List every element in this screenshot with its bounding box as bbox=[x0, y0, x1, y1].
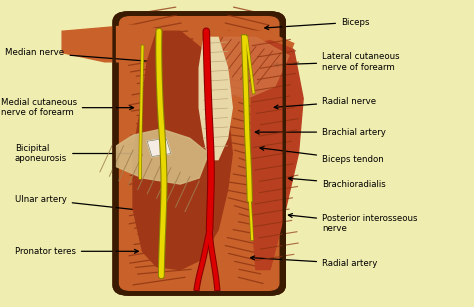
Text: Posterior interosseous
nerve: Posterior interosseous nerve bbox=[288, 214, 418, 234]
Text: Radial artery: Radial artery bbox=[251, 256, 377, 268]
Text: Biceps: Biceps bbox=[265, 17, 369, 29]
Polygon shape bbox=[62, 25, 180, 62]
Polygon shape bbox=[114, 129, 209, 184]
Text: Median nerve: Median nerve bbox=[5, 48, 153, 63]
Polygon shape bbox=[218, 37, 289, 99]
FancyBboxPatch shape bbox=[114, 13, 284, 294]
Text: Medial cutaneous
nerve of forearm: Medial cutaneous nerve of forearm bbox=[0, 98, 134, 117]
Polygon shape bbox=[223, 31, 294, 77]
Polygon shape bbox=[147, 138, 171, 157]
FancyBboxPatch shape bbox=[119, 16, 280, 291]
Text: Biceps tendon: Biceps tendon bbox=[260, 146, 384, 164]
Text: Radial nerve: Radial nerve bbox=[274, 97, 376, 109]
Text: Bicipital
aponeurosis: Bicipital aponeurosis bbox=[15, 144, 138, 163]
Text: Lateral cutaneous
nerve of forearm: Lateral cutaneous nerve of forearm bbox=[274, 52, 400, 72]
Text: Pronator teres: Pronator teres bbox=[15, 247, 138, 256]
Polygon shape bbox=[246, 41, 303, 270]
Text: Ulnar artery: Ulnar artery bbox=[15, 195, 176, 216]
Polygon shape bbox=[133, 31, 232, 270]
Text: Brachial artery: Brachial artery bbox=[255, 128, 386, 137]
Text: Brachioradialis: Brachioradialis bbox=[288, 177, 386, 188]
Polygon shape bbox=[199, 37, 232, 160]
